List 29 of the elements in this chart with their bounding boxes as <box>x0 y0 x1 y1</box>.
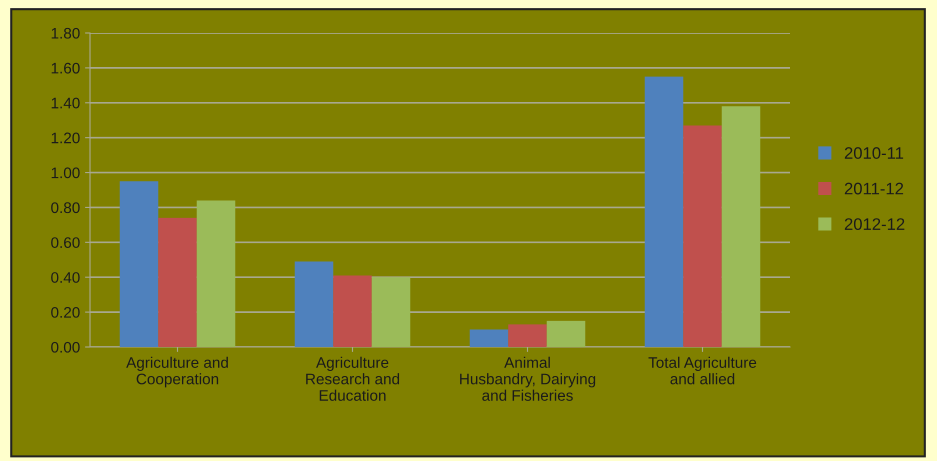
y-tick-label: 1.20 <box>52 132 80 144</box>
y-tick-label: 1.00 <box>52 167 80 178</box>
bar <box>644 76 684 347</box>
bar <box>372 277 410 347</box>
bar <box>120 181 158 347</box>
y-tick-label: 0.80 <box>51 202 80 214</box>
x-tick-label: Total Agriculture and allied <box>648 356 756 384</box>
bar <box>508 324 547 347</box>
x-tick-label: Agriculture Research and Education <box>306 356 400 401</box>
bar <box>158 218 197 347</box>
bar <box>683 125 722 347</box>
legend-label: 2011-12 <box>844 182 904 194</box>
bar <box>470 330 508 347</box>
legend-label: 2012-12 <box>844 218 904 230</box>
y-tick-label: 1.60 <box>52 62 80 74</box>
y-tick-label: 0.00 <box>51 342 80 353</box>
x-tick-label: Agriculture and Cooperation <box>126 356 228 388</box>
bar <box>196 200 236 347</box>
bar <box>294 262 334 347</box>
bar <box>722 106 760 347</box>
y-tick-label: 0.20 <box>51 306 80 318</box>
bar <box>546 320 586 347</box>
y-tick-label: 1.80 <box>52 28 80 39</box>
bar <box>333 275 372 347</box>
x-tick-label: Animal Husbandry, Dairying and Fisheries <box>460 356 596 401</box>
legend-label: 2010-11 <box>844 147 904 159</box>
y-tick-label: 0.60 <box>51 237 80 248</box>
y-tick-label: 1.40 <box>52 98 80 108</box>
y-tick-label: 0.40 <box>51 272 80 283</box>
